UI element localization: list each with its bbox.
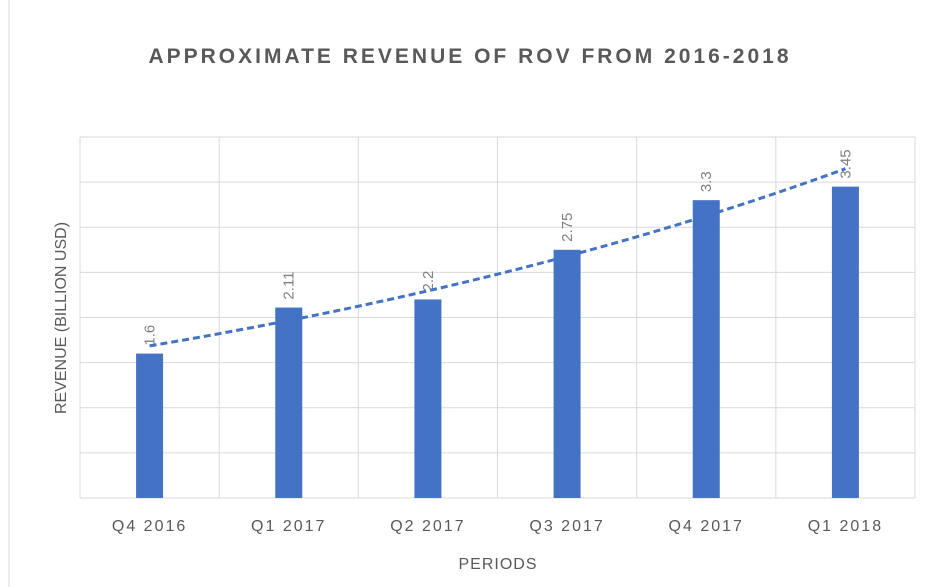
bar [831, 186, 859, 498]
data-label: 3.45 [837, 149, 854, 178]
bar [692, 200, 720, 499]
x-tick-label: Q1 2017 [251, 518, 326, 535]
data-label: 2.11 [281, 271, 298, 299]
trendline [149, 167, 846, 348]
bar [136, 353, 164, 498]
data-label: 2.75 [559, 213, 576, 242]
data-label: 3.3 [698, 171, 715, 192]
x-tick-label: Q2 2017 [390, 518, 465, 535]
bar [414, 299, 442, 498]
bar [553, 249, 581, 498]
x-tick-label: Q1 2018 [808, 518, 883, 535]
data-label: 1.6 [142, 325, 159, 346]
y-axis-label: REVENUE (BILLION USD) [53, 222, 70, 414]
data-label: 2.2 [420, 271, 437, 292]
x-tick-label: Q3 2017 [529, 518, 604, 535]
chart-title: APPROXIMATE REVENUE OF ROV FROM 2016-201… [148, 45, 792, 68]
bar [275, 307, 303, 498]
x-tick-label: Q4 2016 [112, 518, 187, 535]
x-axis-label: PERIODS [458, 556, 537, 573]
x-tick-label: Q4 2017 [669, 518, 744, 535]
